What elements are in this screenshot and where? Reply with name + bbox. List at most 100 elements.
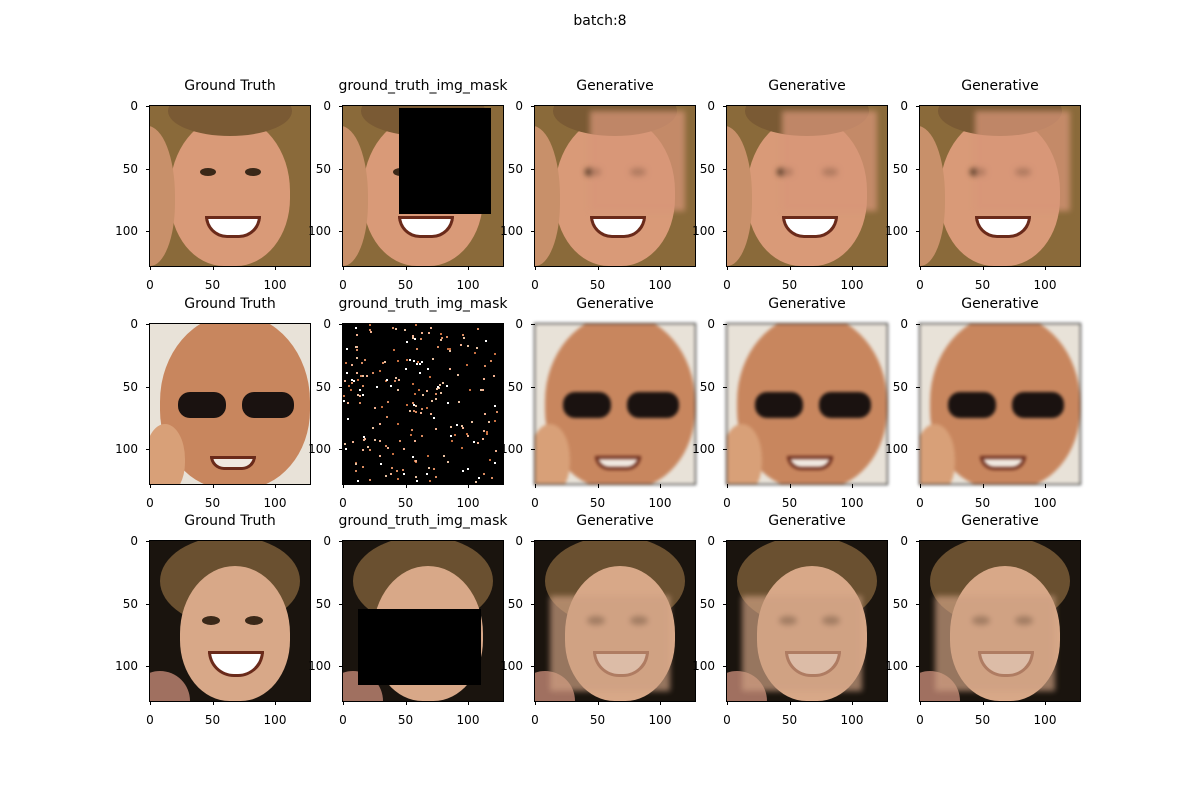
mask-pixel xyxy=(393,349,395,351)
mask-pixel xyxy=(362,375,364,377)
y-tick-label: 100 xyxy=(115,224,138,238)
subplot-image xyxy=(920,541,1080,701)
y-tick-mark xyxy=(146,449,150,450)
mask-pixel xyxy=(458,401,460,403)
y-tick-label: 50 xyxy=(122,596,138,611)
mask-pixel xyxy=(440,339,442,341)
right-lens xyxy=(242,392,294,418)
subplot-panel: Generative 0 0 50 50 100 100 xyxy=(692,296,887,510)
x-tick-mark xyxy=(920,484,921,488)
mask-pixel xyxy=(380,463,382,465)
y-tick-label: 50 xyxy=(315,379,331,394)
x-tick-label: 0 xyxy=(339,278,347,292)
x-tick-label: 0 xyxy=(723,278,731,292)
subplot-image xyxy=(343,541,503,701)
x-tick-mark xyxy=(789,484,791,488)
mask-pixel xyxy=(426,407,428,409)
y-tick-mark xyxy=(531,541,535,542)
mask-pixel xyxy=(432,358,434,360)
mask-pixel xyxy=(474,352,476,354)
mask-pixel xyxy=(344,443,346,445)
subplot-panel: ground_truth_img_mask 0 0 50 50 100 100 xyxy=(308,296,507,510)
mask-pixel xyxy=(379,423,381,425)
mask-pixel xyxy=(351,364,353,366)
subplot-title: Generative xyxy=(768,296,846,312)
mask-pixel xyxy=(385,445,387,447)
mask-pixel xyxy=(372,427,374,429)
mask-pixel xyxy=(477,442,479,444)
y-tick-label: 0 xyxy=(130,99,138,113)
y-tick-label: 50 xyxy=(315,161,331,176)
mask-pixel xyxy=(355,463,357,465)
mask-pixel xyxy=(494,405,496,407)
mask-pixel xyxy=(347,418,349,420)
y-tick-mark xyxy=(916,449,920,450)
mask-pixel xyxy=(495,450,497,452)
x-tick-label: 100 xyxy=(456,278,480,292)
mask-pixel xyxy=(430,327,432,329)
mask-pixel xyxy=(435,476,437,478)
y-tick-mark xyxy=(339,324,343,325)
mask-pixel xyxy=(385,475,387,477)
mouth-shape xyxy=(787,456,833,470)
mask-pixel xyxy=(345,448,347,450)
mask-pixel xyxy=(347,402,349,404)
y-tick-label: 50 xyxy=(892,379,908,394)
mask-pixel xyxy=(395,377,397,379)
mask-pixel xyxy=(357,480,359,482)
x-tick-mark xyxy=(150,484,151,488)
mask-pixel xyxy=(410,434,412,436)
mask-pixel xyxy=(351,382,353,384)
x-tick-label: 50 xyxy=(204,713,221,727)
mouth-shape xyxy=(595,456,641,470)
mask-pixel xyxy=(421,361,423,363)
hand-shape xyxy=(150,424,185,484)
mask-pixel xyxy=(355,346,357,348)
inpaint-patch xyxy=(935,596,1055,691)
mask-pixel xyxy=(346,348,348,350)
y-tick-label: 0 xyxy=(707,534,715,548)
x-tick-mark xyxy=(789,266,791,270)
mask-pixel xyxy=(484,365,486,367)
mask-pixel xyxy=(397,389,399,391)
mask-pixel xyxy=(463,337,465,339)
subplot-image xyxy=(343,324,503,484)
mask-pixel xyxy=(447,348,449,350)
mask-pixel xyxy=(491,477,493,479)
x-tick-mark xyxy=(405,484,407,488)
mask-pixel xyxy=(480,389,482,391)
mask-pixel xyxy=(466,433,468,435)
mask-pixel xyxy=(417,361,419,363)
subplot-image xyxy=(727,541,887,701)
y-tick-mark xyxy=(916,106,920,107)
subplot-panel: Generative 0 0 50 50 100 100 xyxy=(692,513,887,727)
face-shape xyxy=(170,116,290,266)
y-tick-label: 0 xyxy=(900,534,908,548)
x-tick-mark xyxy=(727,701,728,705)
mask-pixel xyxy=(427,368,429,370)
mask-pixel xyxy=(482,389,484,391)
y-tick-label: 50 xyxy=(507,596,523,611)
left-eye xyxy=(200,168,216,176)
mask-pixel xyxy=(435,428,437,430)
mask-pixel xyxy=(345,362,347,364)
y-tick-mark xyxy=(339,168,343,170)
mask-pixel xyxy=(415,324,417,326)
inpaint-patch xyxy=(742,596,862,691)
x-tick-mark xyxy=(852,484,853,488)
mask-pixel xyxy=(416,480,418,482)
mask-pixel xyxy=(362,449,364,451)
x-tick-label: 0 xyxy=(146,496,154,510)
x-tick-mark xyxy=(150,266,151,270)
y-tick-label: 50 xyxy=(892,596,908,611)
mask-pixel xyxy=(494,420,496,422)
mask-pixel xyxy=(490,360,492,362)
figure-suptitle: batch:8 xyxy=(573,13,627,29)
x-tick-mark xyxy=(597,484,599,488)
subplot-image xyxy=(727,324,887,484)
mask-pixel xyxy=(429,480,431,482)
mask-pixel xyxy=(422,394,424,396)
x-tick-label: 100 xyxy=(456,496,480,510)
mask-pixel xyxy=(482,438,484,440)
mask-pixel xyxy=(447,461,449,463)
